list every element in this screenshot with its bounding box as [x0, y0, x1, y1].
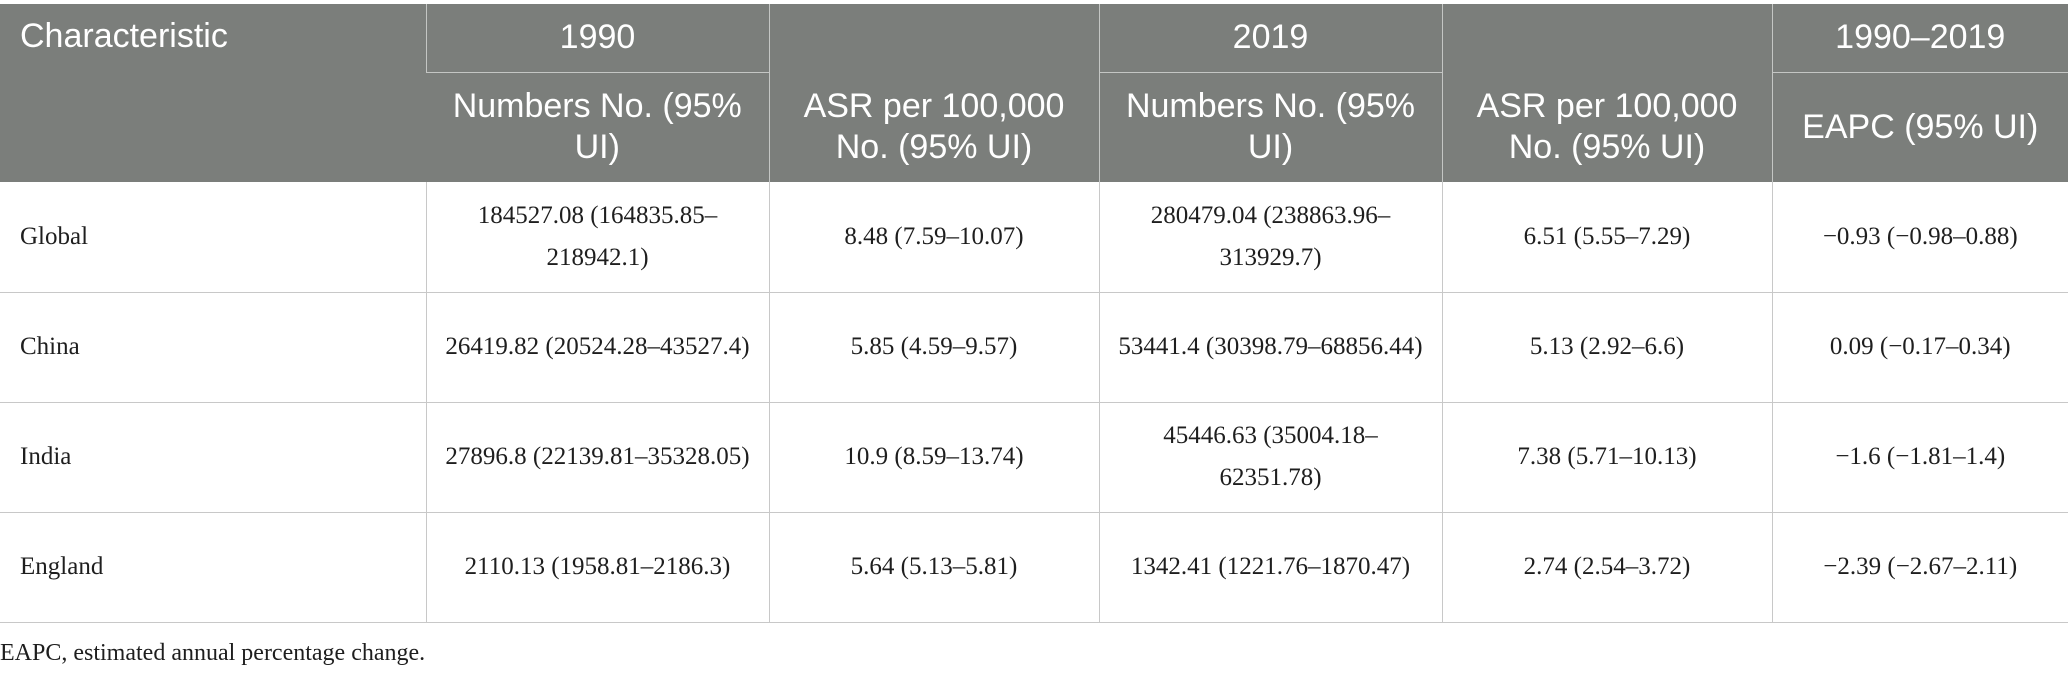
table-row: Global 184527.08 (164835.85–218942.1) 8.… [0, 182, 2068, 293]
table-body: Global 184527.08 (164835.85–218942.1) 8.… [0, 182, 2068, 623]
cell-characteristic: India [0, 402, 426, 513]
table-row: China 26419.82 (20524.28–43527.4) 5.85 (… [0, 292, 2068, 403]
cell-numbers-1990: 27896.8 (22139.81–35328.05) [425, 402, 769, 513]
header-row-measures: Numbers No. (95% UI) ASR per 100,000 No.… [0, 72, 2068, 182]
cell-characteristic: China [0, 292, 426, 403]
cell-asr-2019: 2.74 (2.54–3.72) [1441, 512, 1772, 623]
cell-numbers-1990: 26419.82 (20524.28–43527.4) [425, 292, 769, 403]
table-row: India 27896.8 (22139.81–35328.05) 10.9 (… [0, 402, 2068, 513]
cell-asr-2019: 7.38 (5.71–10.13) [1441, 402, 1772, 513]
cell-eapc: −1.6 (−1.81–1.4) [1771, 402, 2068, 513]
header-characteristic: Characteristic [0, 4, 426, 182]
cell-asr-1990: 8.48 (7.59–10.07) [768, 182, 1099, 293]
cell-numbers-2019: 280479.04 (238863.96–313929.7) [1098, 182, 1442, 293]
table-header: Characteristic 1990 2019 1990–2019 Numbe… [0, 4, 2068, 182]
cell-eapc: −2.39 (−2.67–2.11) [1771, 512, 2068, 623]
cell-numbers-1990: 184527.08 (164835.85–218942.1) [425, 182, 769, 293]
header-numbers-2019: Numbers No. (95% UI) [1098, 72, 1442, 182]
header-year-2019: 2019 [1098, 4, 1442, 73]
header-numbers-1990: Numbers No. (95% UI) [426, 72, 769, 182]
header-blank-1990 [768, 4, 1099, 72]
header-row-years: Characteristic 1990 2019 1990–2019 [0, 4, 2068, 182]
cell-characteristic: Global [0, 182, 426, 293]
cell-numbers-1990: 2110.13 (1958.81–2186.3) [425, 512, 769, 623]
cell-asr-2019: 5.13 (2.92–6.6) [1441, 292, 1772, 403]
cell-characteristic: England [0, 512, 426, 623]
header-period: 1990–2019 [1771, 4, 2068, 73]
data-table: Characteristic 1990 2019 1990–2019 Numbe… [0, 4, 2068, 623]
cell-asr-2019: 6.51 (5.55–7.29) [1441, 182, 1772, 293]
cell-asr-1990: 10.9 (8.59–13.74) [768, 402, 1099, 513]
header-blank-2019 [1441, 4, 1772, 72]
table-row: England 2110.13 (1958.81–2186.3) 5.64 (5… [0, 512, 2068, 623]
header-eapc: EAPC (95% UI) [1771, 72, 2068, 182]
header-asr-2019: ASR per 100,000 No. (95% UI) [1441, 72, 1772, 182]
cell-numbers-2019: 45446.63 (35004.18–62351.78) [1098, 402, 1442, 513]
cell-numbers-2019: 1342.41 (1221.76–1870.47) [1098, 512, 1442, 623]
cell-numbers-2019: 53441.4 (30398.79–68856.44) [1098, 292, 1442, 403]
cell-eapc: 0.09 (−0.17–0.34) [1771, 292, 2068, 403]
header-asr-1990: ASR per 100,000 No. (95% UI) [768, 72, 1099, 182]
header-year-1990: 1990 [425, 4, 769, 73]
cell-eapc: −0.93 (−0.98–0.88) [1771, 182, 2068, 293]
cell-asr-1990: 5.85 (4.59–9.57) [768, 292, 1099, 403]
table-footnote: EAPC, estimated annual percentage change… [0, 640, 426, 666]
cell-asr-1990: 5.64 (5.13–5.81) [768, 512, 1099, 623]
